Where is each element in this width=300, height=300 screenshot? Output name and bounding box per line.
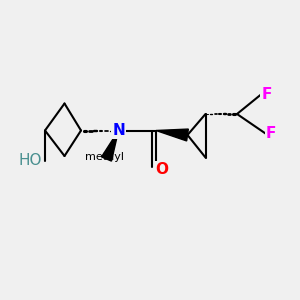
Polygon shape: [156, 129, 188, 141]
Text: N: N: [112, 123, 125, 138]
Polygon shape: [101, 130, 118, 161]
Text: methyl: methyl: [85, 152, 124, 163]
Text: F: F: [261, 87, 272, 102]
Text: HO: HO: [19, 153, 42, 168]
Text: O: O: [155, 162, 168, 177]
Text: F: F: [266, 126, 276, 141]
